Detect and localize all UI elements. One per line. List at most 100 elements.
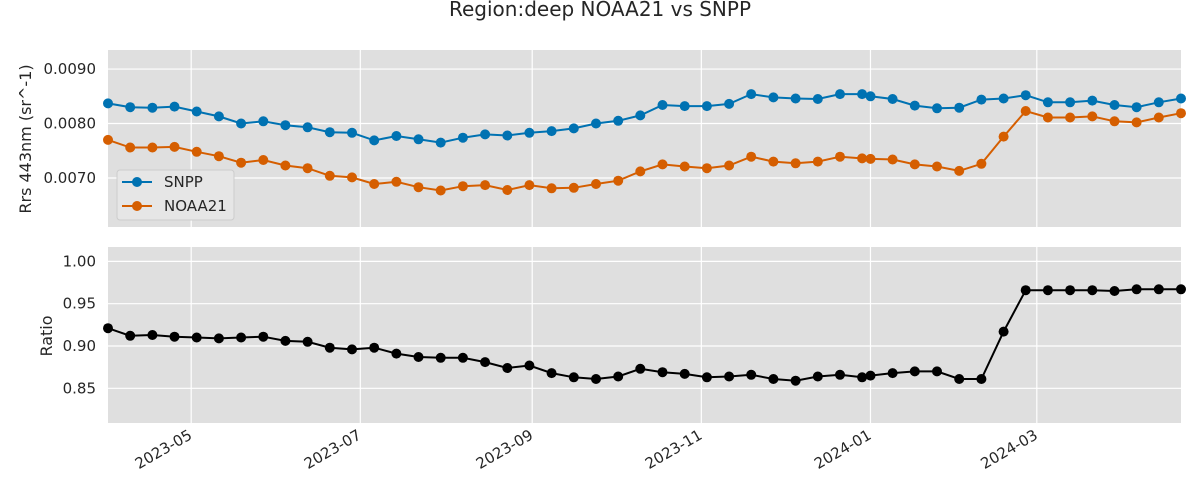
chart-title: Region:deep NOAA21 vs SNPP [449,0,751,21]
data-point-ratio [954,374,965,384]
data-point-snpp [125,102,136,113]
data-point-snpp [1176,93,1186,104]
top-panel: 0.0070 0.0080 0.0090 Rrs 443nm (sr^-1) SNP… [16,50,1186,227]
data-point-ratio [746,369,757,380]
data-point-noaa21 [480,180,491,191]
data-point-ratio [724,371,735,382]
top-y-tick-label: 0.0080 [44,115,97,133]
data-point-noaa21 [812,156,823,167]
data-point-noaa21 [857,153,868,164]
x-tick-label: 2024-03 [978,426,1041,473]
data-point-noaa21 [1176,108,1186,119]
data-point-snpp [169,101,180,112]
data-point-ratio [302,336,313,347]
x-tick-label: 2023-07 [301,426,364,473]
data-point-snpp [790,93,801,104]
data-point-ratio [909,366,920,377]
data-point-noaa21 [932,161,942,172]
legend-noaa21-marker [132,201,142,211]
bottom-y-tick-label: 0.90 [63,337,96,355]
data-point-snpp [502,130,513,141]
data-point-noaa21 [568,182,579,193]
data-point-noaa21 [1020,106,1031,116]
data-point-snpp [954,102,965,113]
data-point-ratio [147,330,158,340]
data-point-snpp [480,129,491,140]
data-point-snpp [887,94,898,104]
data-point-snpp [457,132,468,143]
data-point-snpp [1065,97,1076,108]
data-point-noaa21 [236,157,247,168]
data-point-ratio [976,374,987,384]
data-point-ratio [1153,284,1164,295]
data-point-noaa21 [1109,116,1120,127]
data-point-noaa21 [865,153,876,164]
data-point-ratio [1131,284,1142,295]
bottom-y-tick-label: 0.95 [63,295,96,313]
data-point-snpp [976,94,987,105]
data-point-ratio [812,371,823,382]
data-point-noaa21 [103,134,113,145]
data-point-noaa21 [1153,112,1164,123]
data-point-snpp [1109,100,1120,110]
data-point-noaa21 [147,142,158,153]
data-point-ratio [679,368,690,379]
data-point-ratio [701,372,712,383]
data-point-noaa21 [1065,112,1076,123]
data-point-noaa21 [125,142,136,153]
data-point-snpp [591,118,601,129]
data-point-noaa21 [746,151,757,162]
data-point-noaa21 [1042,112,1053,123]
legend: SNPP NOAA21 [116,169,235,221]
data-point-snpp [1087,95,1098,106]
data-point-snpp [413,134,424,145]
data-point-snpp [768,92,779,103]
data-point-ratio [998,326,1009,337]
data-point-snpp [657,100,668,110]
legend-snpp-marker [132,177,142,187]
data-point-noaa21 [457,181,468,192]
data-point-snpp [1153,97,1164,108]
data-point-ratio [568,372,579,383]
data-point-ratio [125,330,136,341]
top-y-tick-label: 0.0090 [44,60,97,78]
x-tick-label: 2023-05 [132,426,195,473]
data-point-noaa21 [169,141,180,152]
data-point-noaa21 [887,154,898,165]
data-point-noaa21 [790,158,801,169]
data-point-noaa21 [502,185,513,195]
data-point-ratio [258,331,269,342]
data-point-snpp [635,110,646,121]
bottom-plot-area [108,247,1181,423]
data-point-snpp [347,127,357,138]
top-plot-area [108,50,1181,227]
data-point-noaa21 [657,159,668,170]
data-point-ratio [502,363,513,373]
data-point-noaa21 [524,180,535,191]
legend-noaa21-label: NOAA21 [164,197,227,215]
data-point-snpp [213,111,224,122]
data-point-snpp [1042,97,1053,108]
bottom-panel: 0.85 0.90 0.95 1.00 Ratio [37,247,1186,423]
data-point-ratio [865,370,876,381]
data-point-snpp [324,127,335,138]
data-point-ratio [413,352,424,362]
data-point-snpp [909,100,920,111]
data-point-ratio [347,344,357,355]
data-point-ratio [103,323,113,334]
data-point-snpp [435,137,446,148]
data-point-noaa21 [258,155,269,165]
data-point-noaa21 [613,175,624,186]
data-point-ratio [857,372,868,383]
data-point-noaa21 [998,131,1009,142]
data-point-snpp [524,127,535,138]
data-point-snpp [1131,102,1142,113]
data-point-snpp [391,131,402,141]
data-point-ratio [546,368,557,379]
x-tick-label: 2024-01 [811,426,874,473]
data-point-snpp [1020,90,1031,101]
data-point-ratio [613,371,624,382]
data-point-snpp [369,135,380,146]
data-point-snpp [998,93,1009,104]
bottom-y-tick-label: 1.00 [63,252,96,270]
